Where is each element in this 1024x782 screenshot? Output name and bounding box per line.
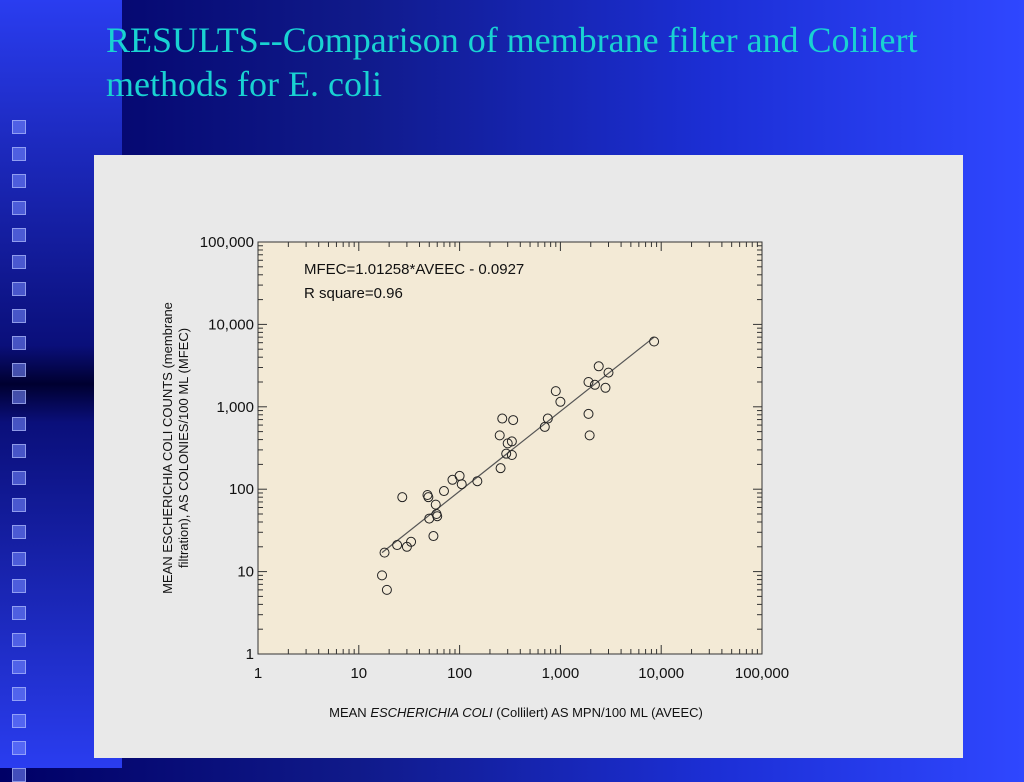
decorative-square [12, 444, 26, 458]
data-point [583, 408, 594, 419]
data-point [397, 492, 408, 503]
data-point [506, 436, 517, 447]
decorative-square [12, 552, 26, 566]
y-tick-label: 10 [237, 564, 254, 581]
data-point [589, 379, 600, 390]
data-points [377, 336, 660, 595]
x-tick-label: 10 [350, 665, 367, 682]
data-point [423, 492, 434, 503]
data-point [603, 367, 614, 378]
y-tick-label: 10,000 [208, 316, 254, 333]
y-tick-label: 1,000 [216, 399, 254, 416]
data-point [438, 486, 449, 497]
y-axis-label: MEAN ESCHERICHIA COLI COUNTS (membrane f… [160, 302, 191, 594]
decorative-square [12, 228, 26, 242]
x-axis-label-prefix: MEAN [329, 705, 370, 720]
decorative-square [12, 498, 26, 512]
data-point [432, 511, 443, 522]
data-point [472, 476, 483, 487]
data-point [593, 361, 604, 372]
y-axis-label-line2: filtration), AS COLONIES/100 ML (MFEC) [176, 328, 191, 568]
y-tick-label: 100,000 [200, 234, 254, 251]
equation-annotation: MFEC=1.01258*AVEEC - 0.0927 [304, 261, 524, 278]
x-axis-label: MEAN ESCHERICHIA COLI (Collilert) AS MPN… [329, 705, 703, 720]
decorative-square [12, 201, 26, 215]
data-point [497, 413, 508, 424]
x-tick-label: 100,000 [735, 665, 789, 682]
plot-area [257, 241, 763, 655]
x-tick-label: 1,000 [542, 665, 580, 682]
decorative-square [12, 336, 26, 350]
y-axis-label-line1: MEAN ESCHERICHIA COLI COUNTS (membrane [160, 302, 175, 594]
slide-title: RESULTS--Comparison of membrane filter a… [106, 20, 918, 104]
x-axis-label-italic: ESCHERICHIA COLI [370, 705, 493, 720]
data-point [494, 430, 505, 441]
data-point [584, 430, 595, 441]
decorative-square [12, 417, 26, 431]
decorative-square [12, 309, 26, 323]
tick-labels: 1 10 100 1,000 10,000 100,000 1 10 100 1,000 10,00… [200, 234, 789, 682]
data-point [583, 376, 594, 387]
data-point [456, 479, 467, 490]
decorative-square [12, 741, 26, 755]
data-point [508, 415, 519, 426]
figure-panel: 1 10 100 1,000 10,000 100,000 1 10 100 1,000 10,00… [94, 155, 963, 758]
decorative-square [12, 174, 26, 188]
data-point [392, 540, 403, 551]
decorative-square [12, 579, 26, 593]
decorative-square [12, 255, 26, 269]
r-square-annotation: R square=0.96 [304, 285, 403, 302]
decorative-square [12, 633, 26, 647]
decorative-square [12, 147, 26, 161]
scatter-chart: 1 10 100 1,000 10,000 100,000 1 10 100 1,000 10,00… [160, 234, 789, 720]
data-point [381, 584, 392, 595]
decorative-square [12, 660, 26, 674]
data-point [649, 336, 660, 347]
data-point [495, 463, 506, 474]
x-axis-label-suffix: (Collilert) AS MPN/100 ML (AVEEC) [493, 705, 703, 720]
decorative-square [12, 363, 26, 377]
data-point [550, 386, 561, 397]
data-point [600, 382, 611, 393]
decorative-square [12, 714, 26, 728]
decorative-square [12, 471, 26, 485]
data-point [379, 547, 390, 558]
data-point [506, 450, 517, 461]
data-point [406, 536, 417, 547]
decorative-square [12, 120, 26, 134]
decorative-square [12, 282, 26, 296]
data-point [377, 570, 388, 581]
x-tick-label: 1 [254, 665, 262, 682]
decorative-square [12, 687, 26, 701]
regression-line [381, 336, 655, 554]
y-tick-label: 100 [229, 481, 254, 498]
x-tick-label: 10,000 [638, 665, 684, 682]
decorative-square [12, 525, 26, 539]
data-point [428, 531, 439, 542]
decorative-squares [6, 120, 30, 782]
x-tick-label: 100 [447, 665, 472, 682]
data-point [424, 513, 435, 524]
data-point [501, 448, 512, 459]
y-tick-label: 1 [246, 646, 254, 663]
data-point [555, 396, 566, 407]
data-point [542, 413, 553, 424]
decorative-square [12, 768, 26, 782]
decorative-square [12, 606, 26, 620]
decorative-square [12, 390, 26, 404]
axis-ticks [257, 242, 763, 655]
